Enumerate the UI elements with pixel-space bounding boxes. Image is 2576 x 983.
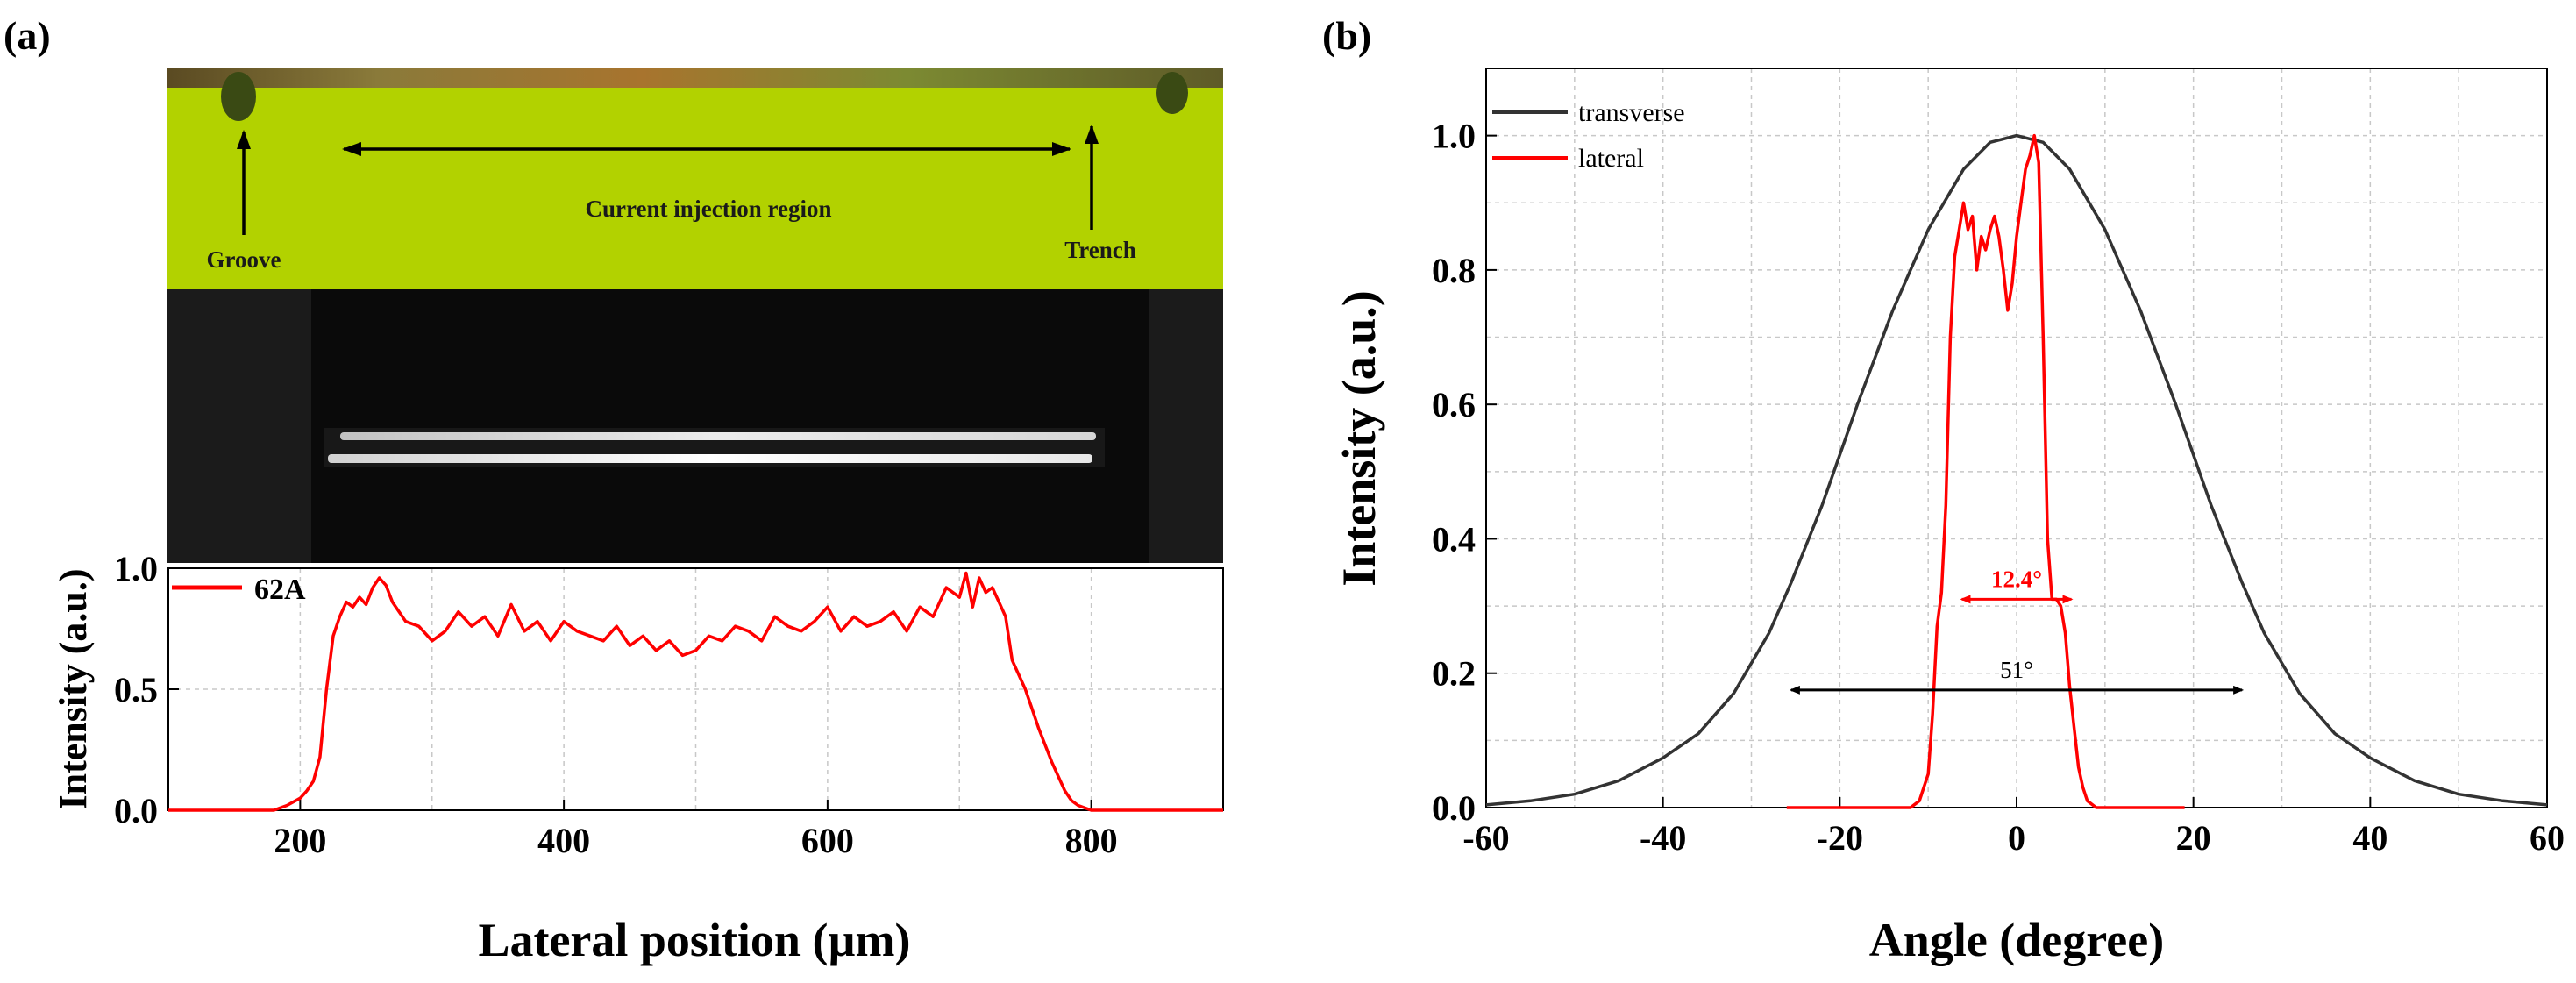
legend-62a-label: 62A — [254, 573, 306, 606]
y-tick-label: 0.4 — [1432, 519, 1476, 559]
micrograph: Current injection region Groove Trench — [167, 68, 1223, 563]
x-tick-label: -20 — [1817, 818, 1863, 858]
chart-b-ylabel: Intensity (a.u.) — [1333, 290, 1385, 587]
x-tick-label: 600 — [801, 821, 854, 860]
y-tick-label: 1.0 — [114, 549, 158, 588]
chart-b-xlabel: Angle (degree) — [1869, 914, 2164, 966]
series-line-62a — [168, 571, 1223, 812]
panel-label-b: (b) — [1322, 13, 1371, 58]
emission-stripe-lower — [328, 454, 1092, 463]
x-tick-label: 200 — [274, 821, 326, 860]
groove-mark — [221, 72, 256, 121]
emission-glow — [324, 428, 1105, 467]
injection-region-label: Current injection region — [586, 196, 832, 222]
x-tick-label: 60 — [2530, 818, 2565, 858]
y-tick-label: 0.2 — [1432, 654, 1476, 694]
x-tick-label: 800 — [1065, 821, 1118, 860]
annotation-label: 51° — [2000, 657, 2033, 683]
micrograph-top-band — [167, 68, 1223, 91]
chart-a-ylabel: Intensity (a.u.) — [52, 568, 95, 809]
x-tick-label: 40 — [2352, 818, 2387, 858]
x-tick-label: 20 — [2176, 818, 2211, 858]
emission-stripe-upper — [340, 432, 1096, 440]
y-tick-label: 0.8 — [1432, 251, 1476, 290]
y-tick-label: 0.5 — [114, 670, 158, 709]
x-tick-label: -40 — [1640, 818, 1686, 858]
trench-label: Trench — [1064, 237, 1136, 263]
y-tick-label: 0.0 — [1432, 788, 1476, 828]
x-tick-label: 0 — [2008, 818, 2025, 858]
chart-a: 200 400 600 800 0.0 0.5 1.0 62A Intensity (a.u… — [52, 549, 1224, 966]
nearfield-center — [311, 289, 1149, 563]
legend-lateral-label: lateral — [1578, 144, 1644, 173]
trench-mark — [1156, 72, 1188, 114]
groove-label: Groove — [207, 246, 281, 273]
chart-a-xlabel: Lateral position (µm) — [478, 914, 910, 966]
chart-b: -60 -40 -20 0 20 40 60 0.0 0.2 0.4 0.6 0.8 1.0 12.4°… — [1333, 68, 2565, 966]
panel-label-a: (a) — [4, 13, 51, 58]
series-line-transverse — [1485, 133, 2548, 807]
x-tick-label: -60 — [1462, 818, 1509, 858]
y-tick-label: 0.0 — [114, 791, 158, 830]
micrograph-bg — [167, 88, 1223, 291]
y-tick-label: 1.0 — [1432, 117, 1476, 156]
y-tick-label: 0.6 — [1432, 385, 1476, 424]
legend-transverse-label: transverse — [1578, 98, 1685, 127]
x-tick-label: 400 — [537, 821, 590, 860]
annotation-label: 12.4° — [1991, 566, 2042, 592]
